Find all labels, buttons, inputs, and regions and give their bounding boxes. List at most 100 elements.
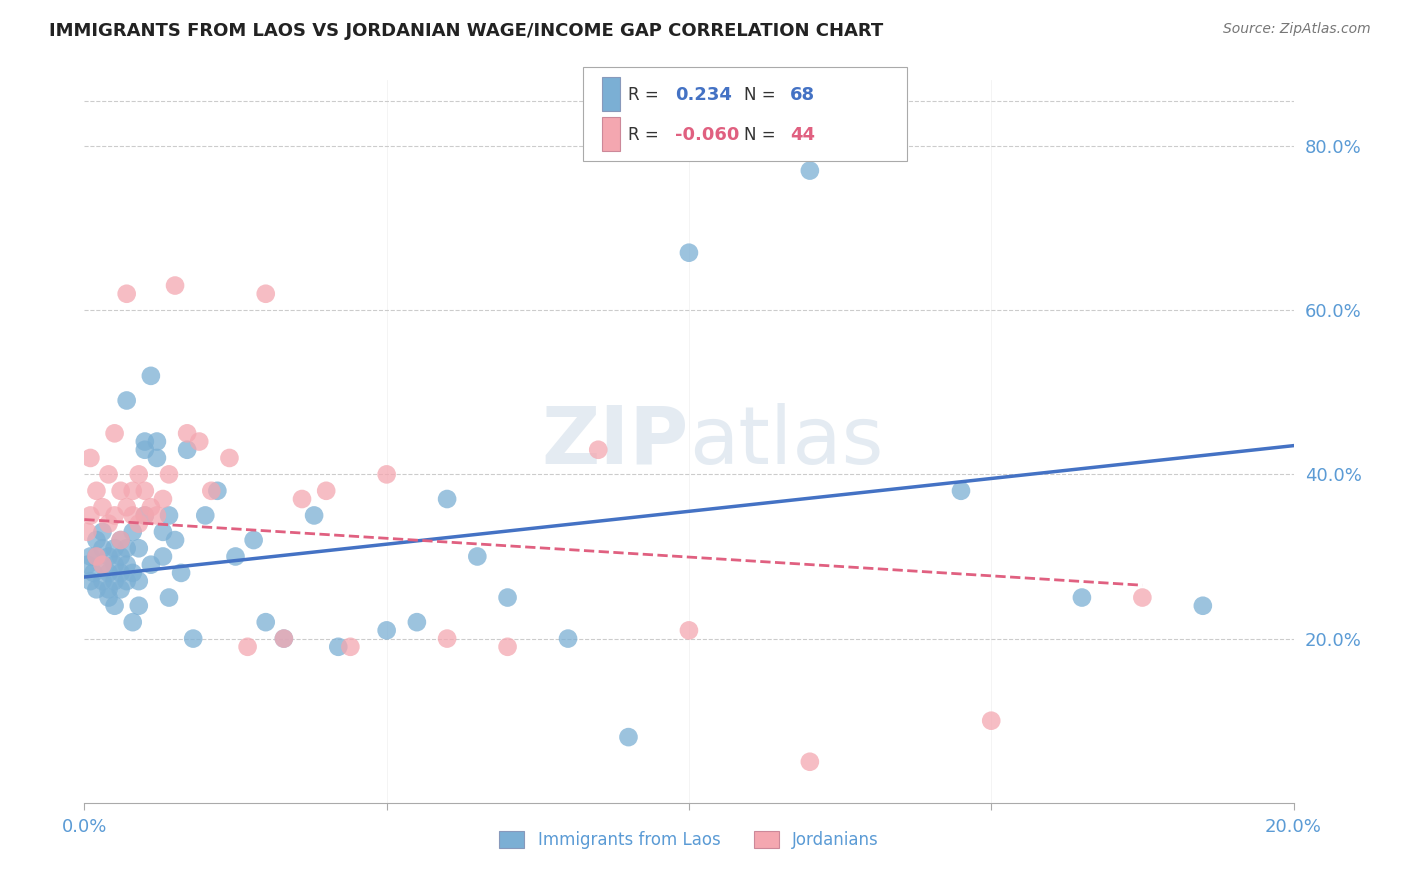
Point [104,426,127,441]
Text: R =: R = [628,126,659,144]
Point [146,450,169,465]
Point [115,393,138,408]
Point [134,434,156,449]
Point [496,640,519,654]
Point [91,524,114,539]
Text: R =: R = [628,87,659,104]
Point [496,591,519,605]
Point [254,615,277,630]
Point [134,483,156,498]
Point [128,516,150,531]
Point [225,549,247,564]
Point [115,286,138,301]
Point [678,624,700,638]
Point [104,508,127,523]
Point [328,640,350,654]
Text: -0.060: -0.060 [675,126,740,144]
Point [375,624,398,638]
Text: 68: 68 [790,87,815,104]
Point [207,483,229,498]
Text: 44: 44 [790,126,815,144]
Text: N =: N = [744,126,775,144]
Point [242,533,264,547]
Point [467,549,489,564]
Point [97,549,120,564]
Point [152,549,174,564]
Point [110,533,132,547]
Point [291,491,314,506]
Text: 0.234: 0.234 [675,87,731,104]
Point [128,599,150,613]
Point [157,591,180,605]
Text: ZIP: ZIP [541,402,689,481]
Point [97,516,120,531]
Point [86,483,108,498]
Point [146,508,169,523]
Text: N =: N = [744,87,775,104]
Point [678,245,700,260]
Point [273,632,295,646]
Point [115,500,138,515]
Point [254,286,277,301]
Point [950,483,973,498]
Point [86,549,108,564]
Text: IMMIGRANTS FROM LAOS VS JORDANIAN WAGE/INCOME GAP CORRELATION CHART: IMMIGRANTS FROM LAOS VS JORDANIAN WAGE/I… [49,22,883,40]
Point [139,558,162,572]
Point [176,442,198,457]
Point [176,426,198,441]
Point [170,566,193,580]
Point [91,500,114,515]
Point [1071,591,1094,605]
Point [121,508,143,523]
Point [121,524,143,539]
Text: Source: ZipAtlas.com: Source: ZipAtlas.com [1223,22,1371,37]
Point [273,632,295,646]
Point [104,558,127,572]
Point [980,714,1002,728]
Point [110,582,132,597]
Point [128,467,150,482]
Point [134,442,156,457]
Point [110,566,132,580]
Point [76,558,98,572]
Point [115,541,138,556]
Point [146,434,169,449]
Point [121,615,143,630]
Point [302,508,325,523]
Point [128,541,150,556]
Point [121,566,143,580]
Point [188,434,211,449]
Point [97,566,120,580]
Point [97,467,120,482]
Point [134,508,156,523]
Point [121,483,143,498]
Point [82,566,104,580]
Point [110,549,132,564]
Point [79,508,101,523]
Point [134,508,156,523]
Point [152,524,174,539]
Point [104,541,127,556]
Point [115,574,138,588]
Point [91,558,114,572]
Point [236,640,259,654]
Point [315,483,337,498]
Legend: Immigrants from Laos, Jordanians: Immigrants from Laos, Jordanians [492,824,886,856]
Point [152,491,174,506]
Point [97,591,120,605]
Point [165,278,187,293]
Point [86,582,108,597]
Point [799,163,821,178]
Point [91,558,114,572]
Point [91,574,114,588]
Point [86,533,108,547]
Point [557,632,579,646]
Point [76,524,98,539]
Point [588,442,610,457]
Point [157,508,180,523]
Point [128,574,150,588]
Point [200,483,222,498]
Point [104,574,127,588]
Point [1192,599,1215,613]
Point [115,558,138,572]
